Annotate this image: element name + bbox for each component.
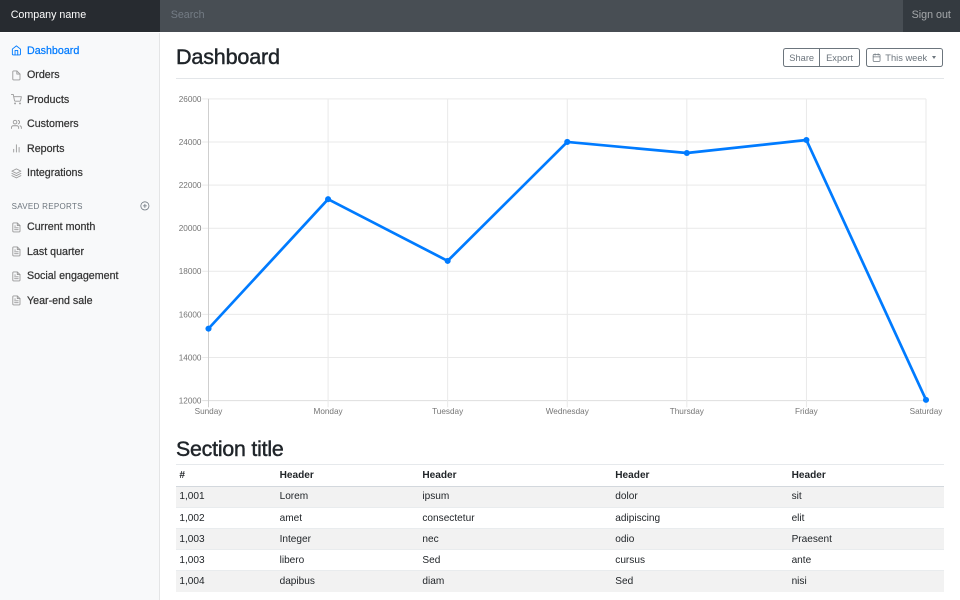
- svg-text:22000: 22000: [179, 181, 202, 190]
- svg-text:Monday: Monday: [314, 407, 344, 416]
- svg-text:26000: 26000: [179, 95, 202, 104]
- svg-text:14000: 14000: [179, 353, 202, 362]
- svg-text:20000: 20000: [179, 224, 202, 233]
- svg-text:Sunday: Sunday: [195, 407, 224, 416]
- svg-text:Thursday: Thursday: [670, 407, 705, 416]
- svg-text:Tuesday: Tuesday: [432, 407, 464, 416]
- svg-text:Saturday: Saturday: [910, 407, 944, 416]
- svg-text:Friday: Friday: [795, 407, 819, 416]
- svg-text:12000: 12000: [179, 397, 202, 406]
- svg-text:16000: 16000: [179, 310, 202, 319]
- svg-text:18000: 18000: [179, 267, 202, 276]
- svg-text:24000: 24000: [179, 138, 202, 147]
- svg-text:Wednesday: Wednesday: [546, 407, 590, 416]
